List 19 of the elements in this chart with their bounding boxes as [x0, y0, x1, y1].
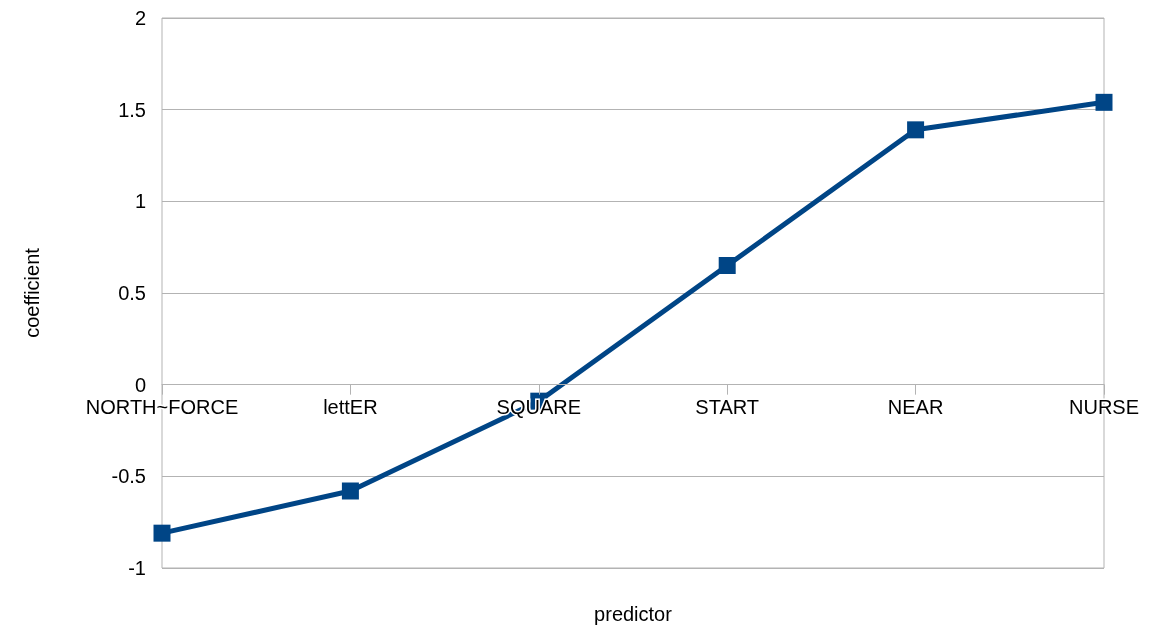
x-tick-label: NORTH~FORCE [85, 395, 239, 418]
point [341, 482, 359, 500]
point [907, 121, 925, 139]
y-tick-label: -1 [128, 557, 146, 579]
y-tick-label: 0.5 [118, 282, 146, 304]
x-tick-label: NURSE [1068, 395, 1140, 418]
y-axis-title: coefficient [21, 247, 43, 338]
x-tick-label: START [695, 395, 760, 418]
y-tick-label: -0.5 [111, 465, 146, 488]
y-tick-label: 2 [134, 7, 146, 29]
y-tick-label: 1.5 [118, 98, 146, 121]
point [718, 257, 736, 274]
x-tick-label: NEAR [887, 395, 944, 418]
point [1095, 93, 1113, 111]
y-tick-label: 0 [134, 373, 146, 396]
y-tick-label: 1 [134, 190, 146, 213]
x-tick-label: lettER [323, 395, 378, 418]
point [153, 524, 171, 542]
x-axis-title: predictor [594, 603, 673, 625]
